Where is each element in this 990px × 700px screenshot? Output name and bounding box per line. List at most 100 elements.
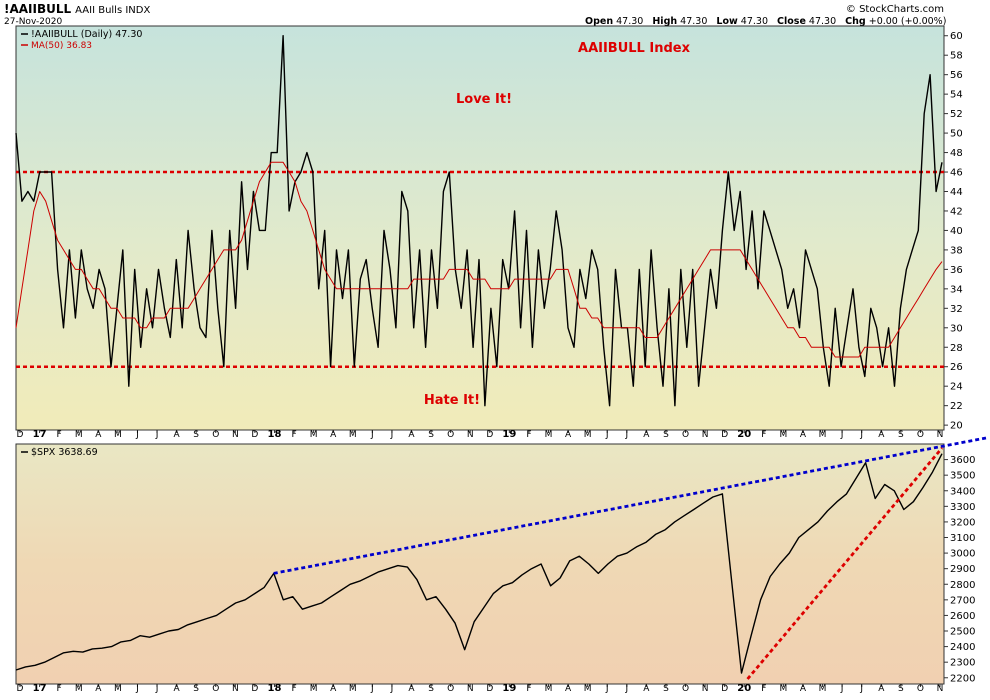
moving-average-line (15, 161, 943, 358)
x-tick-label: O (212, 684, 219, 694)
y-tick-label: 2400 (950, 642, 975, 653)
x-tick-label: S (663, 684, 669, 694)
x-tick-label: F (526, 684, 531, 694)
x-tick-label: A (95, 684, 102, 694)
x-tick-label: N (702, 684, 709, 694)
x-tick-label: J (155, 430, 159, 440)
x-tick-label: 17 (33, 683, 47, 694)
y-tick-label: 2200 (950, 673, 975, 684)
price-series-line (15, 453, 943, 674)
x-tick-label: J (390, 684, 394, 694)
x-tick-label: A (408, 684, 415, 694)
y-tick-label: 30 (950, 323, 963, 334)
x-tick-label: A (408, 430, 415, 440)
legend-price-label: $SPX 3638.69 (31, 447, 98, 458)
x-tick-label: J (135, 430, 139, 440)
x-tick-label: 18 (268, 429, 282, 440)
brand-watermark: © StockCharts.com (845, 4, 944, 15)
legend: $SPX 3638.69 (21, 447, 98, 458)
y-tick-label: 42 (950, 206, 963, 217)
y-tick-label: 2700 (950, 595, 975, 606)
support-trendline (746, 447, 944, 680)
x-tick-label: D (721, 430, 728, 440)
ohlc-readout: Open 47.30 High 47.30 Low 47.30 Close 47… (585, 16, 947, 27)
y-tick-label: 52 (950, 109, 963, 120)
y-tick-label: 3500 (950, 471, 975, 482)
x-tick-label: A (878, 684, 885, 694)
x-tick-label: N (467, 430, 474, 440)
x-tick-label: J (840, 430, 844, 440)
y-tick-label: 22 (950, 401, 963, 412)
x-tick-label: M (114, 430, 122, 440)
x-tick-label: M (545, 430, 553, 440)
y-tick-label: 2300 (950, 658, 975, 669)
chart-title: AAIIBULL Index (578, 41, 691, 56)
spx-panel: 3600 3500 3400 3300 3200 3100 3000 2900 2800 2700… (15, 436, 987, 694)
x-tick-label: N (467, 684, 474, 694)
x-tick-label: A (565, 430, 572, 440)
x-tick-label: J (859, 430, 863, 440)
x-tick-label: M (75, 430, 83, 440)
x-tick-label: J (840, 684, 844, 694)
chart-date: 27-Nov-2020 (4, 17, 63, 27)
x-tick-label: M (310, 430, 318, 440)
y-tick-label: 36 (950, 265, 963, 276)
x-tick-label: M (75, 684, 83, 694)
y-tick-label: 3600 (950, 455, 975, 466)
x-tick-label: D (251, 430, 258, 440)
x-tick-label: F (761, 430, 766, 440)
x-tick-label: J (155, 684, 159, 694)
y-tick-label: 32 (950, 304, 963, 315)
y-tick-label: 2500 (950, 627, 975, 638)
x-tick-label: J (624, 684, 628, 694)
y-tick-label: 58 (950, 51, 963, 62)
x-tick-label: M (819, 684, 827, 694)
x-tick-label: F (291, 684, 296, 694)
x-tick-label: A (643, 684, 650, 694)
annotation-love-it: Love It! (456, 92, 512, 107)
x-tick-label: J (859, 684, 863, 694)
x-tick-label: F (526, 430, 531, 440)
x-tick-label: J (624, 430, 628, 440)
x-tick-label: M (349, 430, 357, 440)
resistance-trendline (273, 436, 987, 575)
price-series-line (15, 35, 943, 407)
x-tick-label: 19 (502, 683, 516, 694)
y-tick-label: 2900 (950, 564, 975, 575)
x-tick-label: F (57, 430, 62, 440)
x-tick-label: D (17, 430, 24, 440)
x-tick-label: 20 (737, 429, 751, 440)
x-tick-label: O (682, 684, 689, 694)
index-name: AAII Bulls INDX (75, 5, 151, 16)
legend-price-label: !AAIIBULL (Daily) 47.30 (31, 29, 142, 40)
x-tick-label: M (584, 684, 592, 694)
x-tick-label: A (174, 430, 181, 440)
x-tick-label: N (937, 430, 944, 440)
y-tick-label: 48 (950, 148, 963, 159)
x-tick-label: 20 (737, 683, 751, 694)
x-tick-label: S (898, 684, 904, 694)
x-tick-label: N (702, 430, 709, 440)
y-tick-label: 46 (950, 168, 963, 179)
x-tick-label: F (291, 430, 296, 440)
x-tick-label: A (174, 684, 181, 694)
x-tick-label: F (761, 684, 766, 694)
symbol-title: !AAIIBULL AAII Bulls INDX (4, 2, 151, 16)
x-tick-label: N (232, 430, 239, 440)
x-tick-label: J (605, 430, 609, 440)
x-tick-label: M (349, 684, 357, 694)
y-tick-label: 44 (950, 187, 963, 198)
x-tick-label: O (917, 684, 924, 694)
x-tick-label: D (486, 684, 493, 694)
x-tick-label: D (17, 684, 24, 694)
x-tick-label: A (330, 684, 337, 694)
x-tick-label: M (819, 430, 827, 440)
x-tick-label: O (682, 430, 689, 440)
x-tick-label: M (545, 684, 553, 694)
x-tick-label: 18 (268, 683, 282, 694)
annotation-hate-it: Hate It! (424, 393, 480, 408)
x-tick-label: D (251, 684, 258, 694)
y-tick-label: 38 (950, 245, 963, 256)
x-tick-label: A (878, 430, 885, 440)
